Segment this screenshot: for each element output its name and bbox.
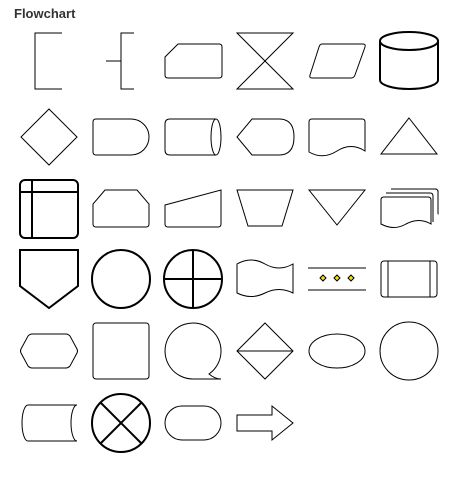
manual-operation-icon: [234, 178, 296, 240]
on-page-reference-shape[interactable]: [90, 248, 152, 310]
annotation-2-shape[interactable]: [98, 30, 160, 92]
decision-shape[interactable]: [18, 106, 80, 168]
paper-tape-icon: [234, 248, 296, 310]
delay-shape[interactable]: [90, 106, 152, 168]
paper-tape-shape[interactable]: [234, 248, 296, 310]
loop-limit-shape[interactable]: [90, 178, 152, 240]
delay-icon: [90, 106, 152, 168]
internal-storage-icon: [18, 178, 80, 240]
transfer-shape[interactable]: [234, 392, 296, 454]
palette-title: Flowchart: [14, 6, 76, 21]
internal-storage-shape[interactable]: [18, 178, 80, 240]
predefined-process-icon: [378, 248, 440, 310]
loop-limit-icon: [90, 178, 152, 240]
stored-data-shape[interactable]: [18, 392, 80, 454]
merge-shape[interactable]: [306, 178, 368, 240]
start-1-shape[interactable]: [306, 320, 368, 382]
data-shape[interactable]: [306, 30, 368, 92]
document-shape[interactable]: [306, 106, 368, 168]
preparation-icon: [18, 320, 80, 382]
parallel-mode-shape[interactable]: [306, 248, 368, 310]
or-icon: [162, 248, 224, 310]
start-2-icon: [378, 320, 440, 382]
or-shape[interactable]: [162, 248, 224, 310]
start-1-icon: [306, 320, 368, 382]
preparation-shape[interactable]: [18, 320, 80, 382]
parallel-mode-icon: [306, 248, 368, 310]
predefined-process-shape[interactable]: [378, 248, 440, 310]
sequential-data-shape[interactable]: [162, 320, 224, 382]
extract-shape[interactable]: [378, 106, 440, 168]
process-icon: [90, 320, 152, 382]
collate-icon: [234, 30, 296, 92]
merge-icon: [306, 178, 368, 240]
on-page-reference-icon: [90, 248, 152, 310]
transfer-icon: [234, 392, 296, 454]
manual-input-icon: [162, 178, 224, 240]
display-icon: [234, 106, 296, 168]
data-icon: [306, 30, 368, 92]
extract-icon: [378, 106, 440, 168]
off-page-reference-shape[interactable]: [18, 248, 80, 310]
direct-data-icon: [162, 106, 224, 168]
sort-shape[interactable]: [234, 320, 296, 382]
multi-document-shape[interactable]: [378, 178, 440, 240]
database-icon: [378, 30, 440, 92]
start-2-shape[interactable]: [378, 320, 440, 382]
process-shape[interactable]: [90, 320, 152, 382]
database-shape[interactable]: [378, 30, 440, 92]
card-shape[interactable]: [162, 30, 224, 92]
annotation-2-icon: [98, 30, 160, 92]
stored-data-icon: [18, 392, 80, 454]
document-icon: [306, 106, 368, 168]
terminator-icon: [162, 392, 224, 454]
summing-function-shape[interactable]: [90, 392, 152, 454]
collate-shape[interactable]: [234, 30, 296, 92]
annotation-1-shape[interactable]: [18, 30, 80, 92]
sort-icon: [234, 320, 296, 382]
manual-input-shape[interactable]: [162, 178, 224, 240]
off-page-reference-icon: [18, 248, 80, 310]
decision-icon: [18, 106, 80, 168]
card-icon: [162, 30, 224, 92]
terminator-shape[interactable]: [162, 392, 224, 454]
multi-document-icon: [378, 178, 440, 240]
direct-data-shape[interactable]: [162, 106, 224, 168]
display-shape[interactable]: [234, 106, 296, 168]
annotation-1-icon: [18, 30, 80, 92]
manual-operation-shape[interactable]: [234, 178, 296, 240]
sequential-data-icon: [162, 320, 224, 382]
summing-function-icon: [90, 392, 152, 454]
